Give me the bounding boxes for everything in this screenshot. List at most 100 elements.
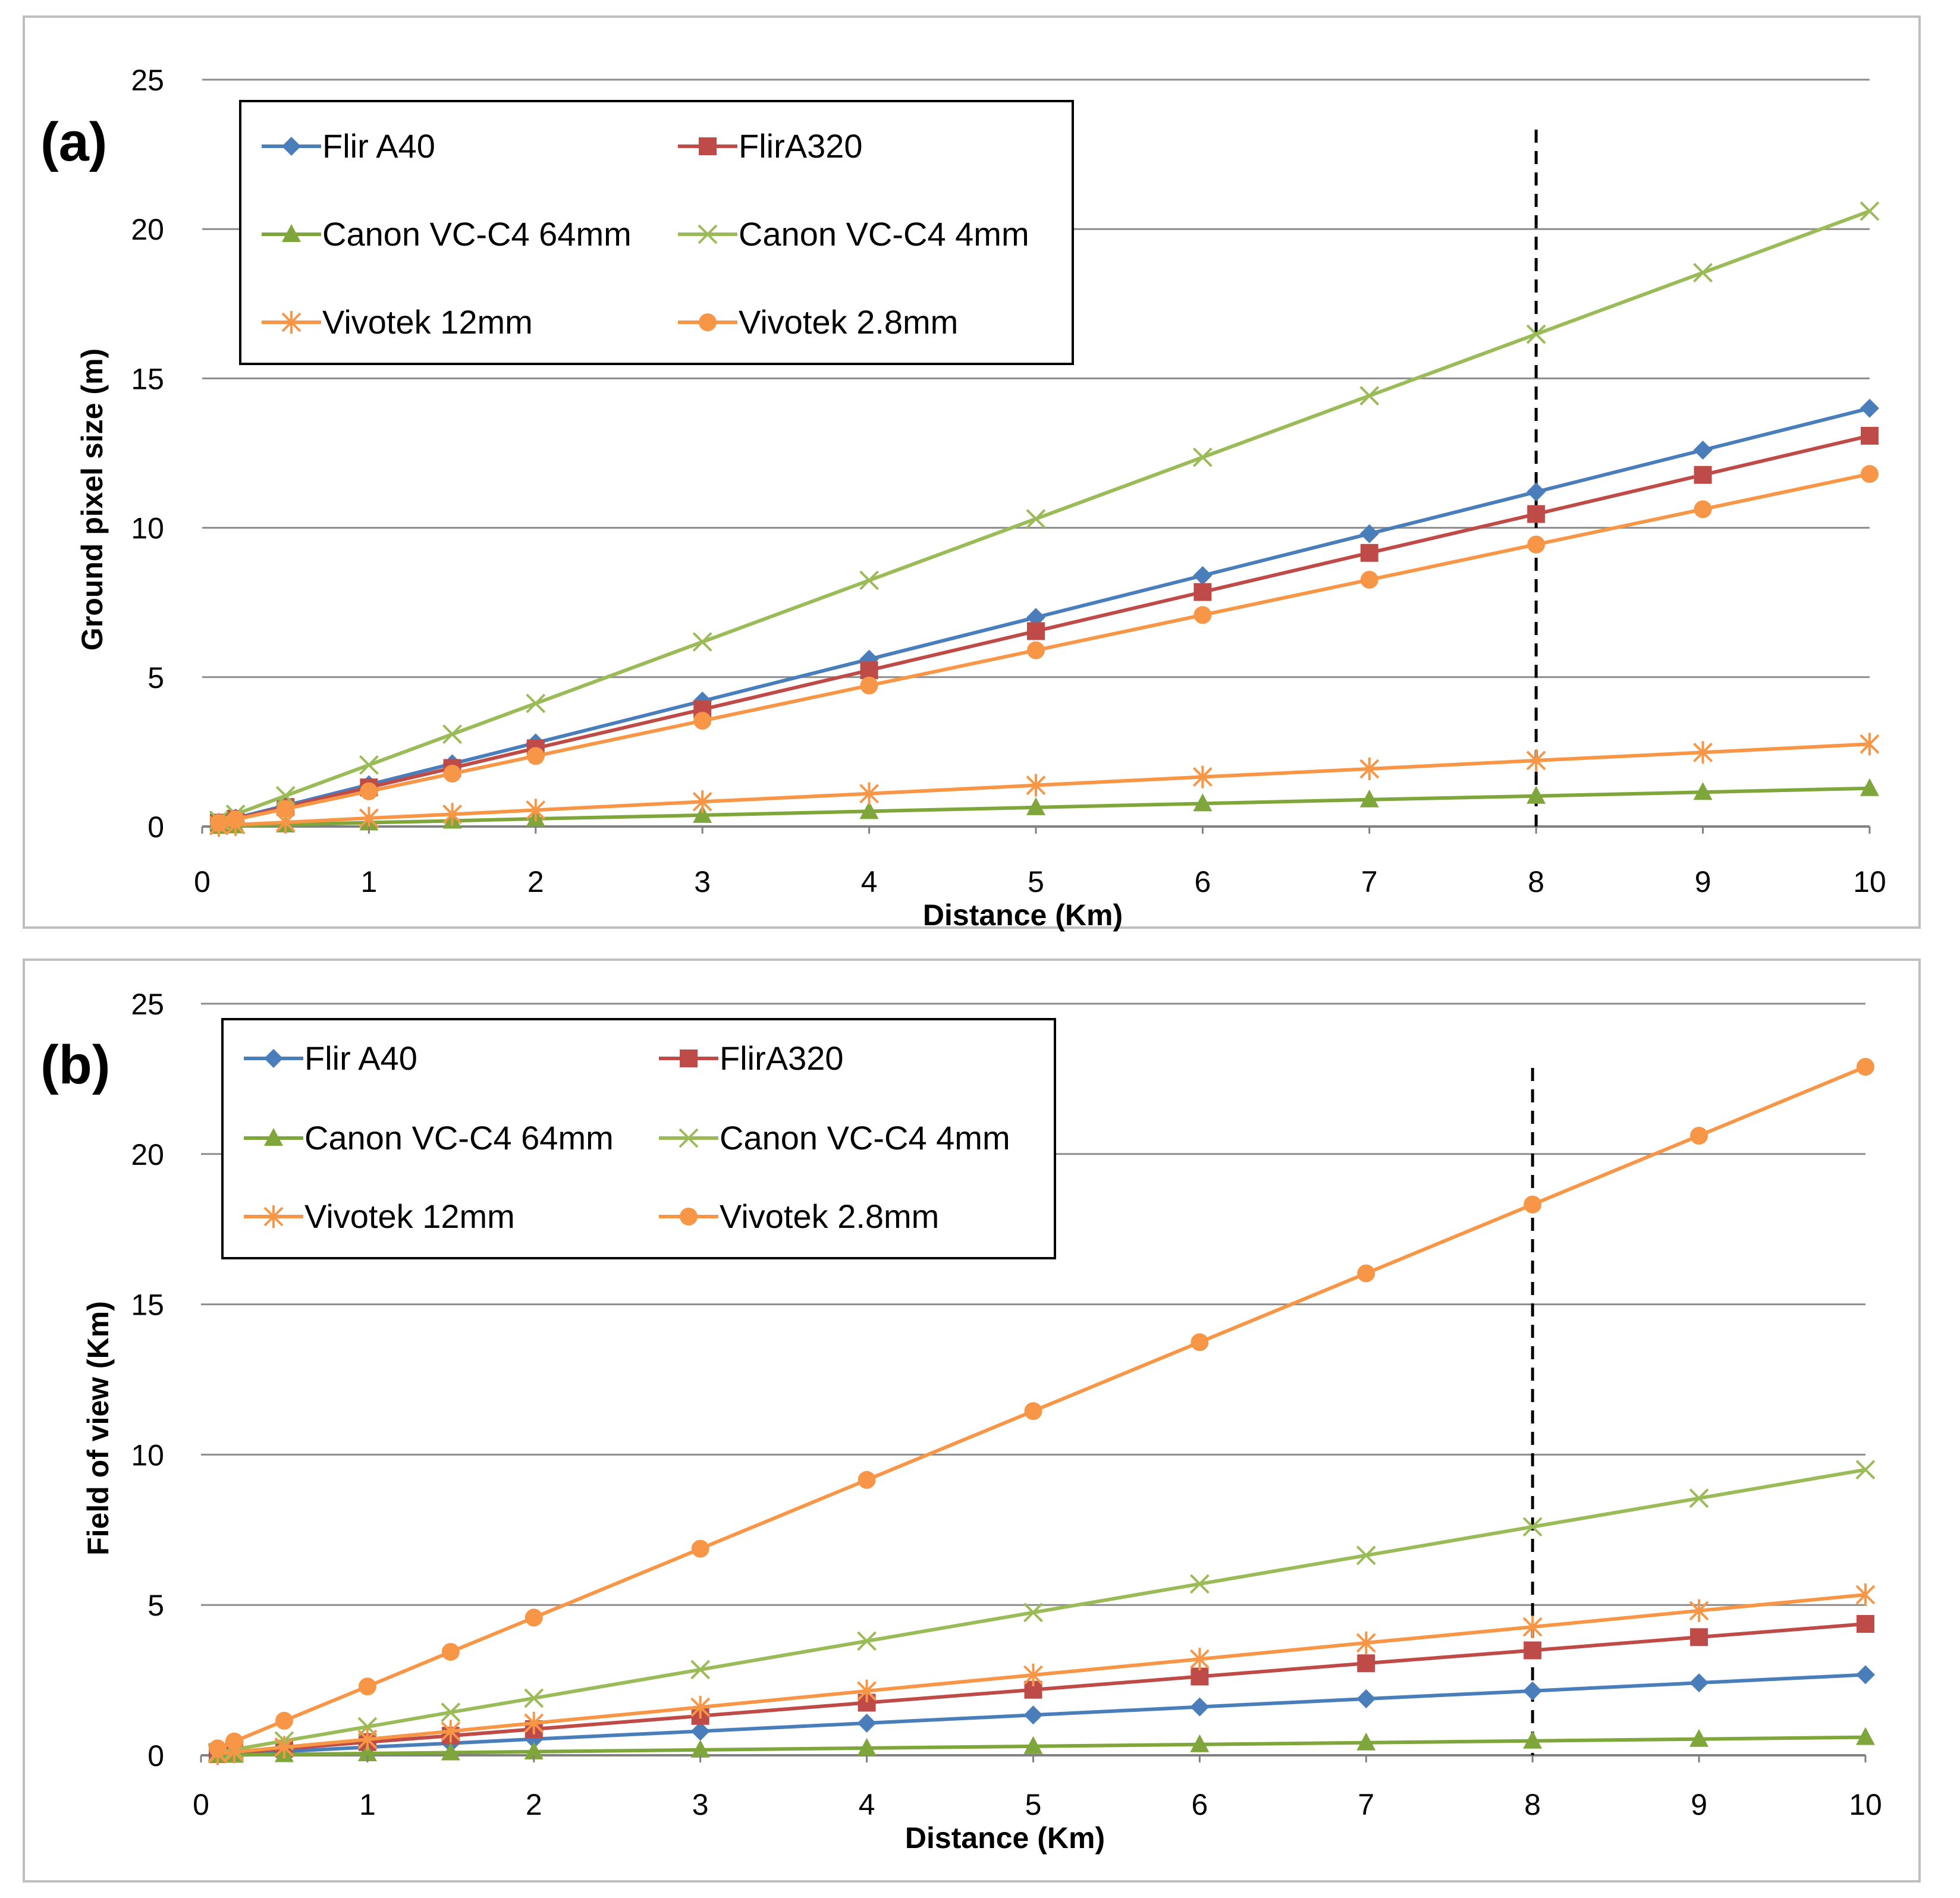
legend-item: Vivotek 12mm bbox=[262, 303, 533, 341]
marker-stroke bbox=[690, 1696, 711, 1719]
legend-item: Vivotek 12mm bbox=[244, 1198, 515, 1235]
data-point-diamond bbox=[1359, 524, 1379, 543]
data-point-triangle bbox=[357, 1743, 377, 1761]
marker-stroke bbox=[1359, 758, 1380, 781]
legend-item: FlirA320 bbox=[659, 1039, 844, 1077]
legend-label: Canon VC-C4 4mm bbox=[739, 215, 1029, 253]
data-point-star bbox=[357, 1728, 378, 1751]
data-point-square bbox=[699, 137, 717, 155]
data-point-circle bbox=[443, 765, 461, 783]
data-point-x bbox=[442, 724, 463, 744]
series-canon-vc-c4-4mm bbox=[208, 1460, 1876, 1762]
data-point-diamond bbox=[282, 137, 301, 156]
data-point-star bbox=[1855, 1583, 1876, 1607]
x-tick-label: 9 bbox=[1691, 1788, 1707, 1821]
marker-stroke bbox=[1522, 1616, 1543, 1639]
data-point-triangle bbox=[1860, 778, 1879, 796]
marker-stroke bbox=[1189, 1574, 1210, 1594]
marker-stroke bbox=[1522, 1517, 1543, 1537]
marker-stroke bbox=[1526, 749, 1546, 772]
legend-item: Canon VC-C4 4mm bbox=[659, 1119, 1010, 1157]
data-point-circle bbox=[1360, 571, 1378, 589]
x-tick-labels: 0 1 2 3 4 5 6 7 8 9 10 bbox=[193, 1755, 1882, 1821]
data-point-triangle bbox=[1359, 789, 1379, 807]
marker-stroke bbox=[857, 1631, 877, 1651]
series-line bbox=[216, 1065, 1867, 1751]
marker-stroke bbox=[441, 1702, 461, 1723]
chart-panel-b: 0 5 10 15 20 25 0 1 2 3 4 5 6 7 8 9 10 (b) Distance (Km… bbox=[23, 959, 1921, 1883]
series-vivotek-12mm bbox=[208, 1583, 1876, 1765]
y-tick-label: 25 bbox=[131, 64, 164, 97]
y-tick-label: 0 bbox=[147, 810, 164, 844]
data-point-x bbox=[857, 1631, 877, 1651]
data-point-x bbox=[1026, 509, 1046, 529]
data-point-x bbox=[698, 224, 718, 244]
y-tick-label: 15 bbox=[131, 362, 164, 395]
panel-label: (b) bbox=[40, 1035, 110, 1095]
data-point-circle bbox=[526, 747, 545, 765]
panel-label: (a) bbox=[40, 112, 107, 172]
data-point-star bbox=[442, 803, 463, 826]
data-point-square bbox=[1694, 466, 1712, 484]
y-axis-title: Ground pixel size (m) bbox=[76, 348, 109, 651]
legend-item: Vivotek 2.8mm bbox=[659, 1198, 939, 1235]
marker-stroke bbox=[274, 1736, 294, 1759]
data-point-x bbox=[1023, 1602, 1043, 1623]
legend-box bbox=[221, 1018, 1056, 1259]
marker-stroke bbox=[1023, 1664, 1043, 1686]
y-tick-label: 20 bbox=[131, 1138, 164, 1171]
data-point-square bbox=[680, 1049, 698, 1067]
y-tick-labels: 0 5 10 15 20 25 bbox=[131, 64, 164, 844]
data-point-square bbox=[1527, 505, 1546, 523]
data-point-diamond bbox=[1356, 1689, 1376, 1708]
data-point-star bbox=[524, 1711, 544, 1734]
data-point-triangle bbox=[282, 224, 301, 242]
data-point-star bbox=[692, 790, 712, 813]
marker-stroke bbox=[526, 693, 546, 714]
data-point-diamond bbox=[1193, 565, 1213, 585]
marker-stroke bbox=[1023, 1602, 1043, 1623]
series-line bbox=[218, 472, 1870, 825]
data-point-diamond bbox=[1860, 398, 1879, 418]
data-point-x bbox=[1689, 1488, 1709, 1509]
data-point-star bbox=[1526, 749, 1546, 772]
marker-stroke bbox=[692, 790, 712, 813]
y-tick-label: 5 bbox=[147, 661, 164, 695]
legend-item: Canon VC-C4 64mm bbox=[262, 215, 632, 253]
marker-stroke bbox=[526, 799, 546, 822]
data-point-triangle bbox=[857, 1737, 877, 1756]
data-point-circle bbox=[1527, 535, 1546, 554]
series-line bbox=[218, 433, 1870, 825]
chart-frame bbox=[23, 15, 1921, 929]
legend-item: Vivotek 2.8mm bbox=[678, 303, 958, 341]
marker-stroke bbox=[859, 570, 880, 590]
chart-panel-a: 0 5 10 15 20 25 0 1 2 3 4 5 6 7 8 9 10 (a) Distance (Km… bbox=[23, 15, 1921, 932]
data-point-x bbox=[690, 1660, 711, 1680]
data-point-star bbox=[274, 1736, 294, 1759]
data-point-circle bbox=[208, 1739, 227, 1758]
x-tick-label: 6 bbox=[1194, 865, 1211, 898]
x-tick-label: 1 bbox=[359, 1788, 376, 1821]
x-tick-label: 7 bbox=[1361, 865, 1378, 898]
data-point-x bbox=[1522, 1517, 1543, 1537]
legend-item: Canon VC-C4 4mm bbox=[678, 215, 1029, 253]
data-point-star bbox=[1026, 774, 1046, 797]
legend: Flir A40 FlirA320 Canon VC-C4 64mm Canon VC… bbox=[221, 1018, 1056, 1259]
marker-stroke bbox=[524, 1688, 544, 1708]
data-point-triangle bbox=[859, 801, 879, 819]
legend: Flir A40 FlirA320 Canon VC-C4 64mm Canon VC… bbox=[239, 100, 1074, 365]
legend-label: Canon VC-C4 64mm bbox=[322, 215, 632, 253]
x-tick-label: 6 bbox=[1191, 1788, 1208, 1821]
data-point-x bbox=[1693, 263, 1713, 282]
series-line bbox=[217, 1593, 1866, 1756]
y-tick-label: 15 bbox=[131, 1289, 164, 1322]
data-point-circle bbox=[524, 1608, 543, 1627]
data-point-circle bbox=[1024, 1402, 1042, 1421]
x-tick-label: 0 bbox=[194, 865, 211, 898]
data-point-triangle bbox=[1523, 1730, 1543, 1749]
data-point-x bbox=[1860, 201, 1880, 221]
data-point-x bbox=[1359, 386, 1380, 406]
data-point-triangle bbox=[1023, 1736, 1043, 1754]
data-point-square bbox=[1191, 1667, 1209, 1686]
